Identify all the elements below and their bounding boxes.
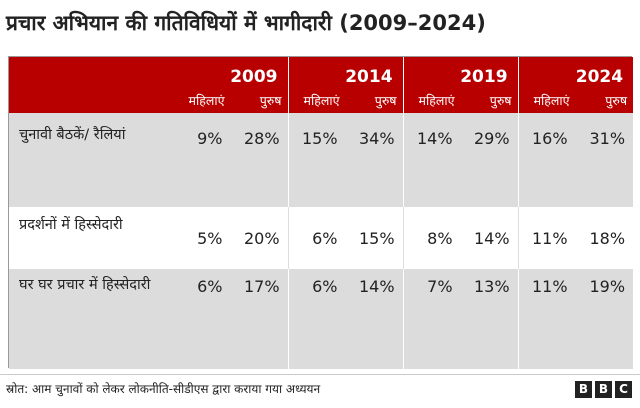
source-note: स्रोत: आम चुनावों को लेकर लोकनीति-सीडीएस…: [6, 382, 321, 396]
gender-header-row: महिलाएं पुरुष महिलाएं पुरुष महिलाएं पुरु…: [9, 87, 634, 113]
table-cell: 14%: [402, 113, 461, 207]
table-cell: 13%: [473, 277, 510, 296]
women-header: महिलाएं: [188, 92, 225, 108]
men-header: पुरुष: [374, 92, 397, 108]
table-cell: 15%: [287, 113, 346, 207]
table-row: प्रदर्शनों में हिस्सेदारी 5% 20% 6% 15% …: [9, 207, 634, 269]
bbc-logo: B B C: [575, 381, 632, 398]
men-header: पुरुष: [489, 92, 512, 108]
women-header: महिलाएं: [517, 87, 576, 113]
logo-letter: B: [595, 381, 612, 398]
table-cell: 8%: [402, 207, 461, 269]
header-empty: [9, 57, 173, 87]
table-cell: 11%: [517, 269, 576, 369]
row-label: घर घर प्रचार में हिस्सेदारी: [19, 277, 151, 293]
page-title: प्रचार अभियान की गतिविधियों में भागीदारी…: [6, 11, 486, 35]
year-header-2009: 2009: [230, 67, 278, 87]
men-header: पुरुष: [605, 92, 628, 108]
table-cell: 6%: [287, 207, 346, 269]
data-table: 2009 2014 2019 2024 महिलाएं पुरुष महिलाए…: [8, 56, 634, 369]
footer-divider: [0, 374, 640, 375]
header-empty-sub: [9, 87, 173, 113]
logo-letter: B: [575, 381, 592, 398]
table-cell: 14%: [473, 228, 510, 248]
table-cell: 14%: [358, 277, 395, 296]
table-cell: 9%: [197, 129, 223, 148]
table-cell: 6%: [197, 277, 223, 296]
year-header-2024: 2024: [517, 57, 634, 87]
table-cell: 15%: [358, 228, 395, 248]
women-header: महिलाएं: [287, 87, 346, 113]
table-cell: 19%: [589, 277, 626, 296]
logo-letter: C: [615, 381, 632, 398]
table-cell: 18%: [589, 228, 626, 248]
table-cell: 17%: [243, 277, 280, 296]
table-cell: 5%: [197, 228, 223, 248]
table-cell: 7%: [402, 269, 461, 369]
table-cell: 11%: [517, 207, 576, 269]
table-cell: 20%: [243, 228, 280, 248]
table-row: घर घर प्रचार में हिस्सेदारी 6% 17% 6% 14…: [9, 269, 634, 369]
table-row: चुनावी बैठकें/ रैलियां 9% 28% 15% 34% 14…: [9, 113, 634, 207]
table-cell: 28%: [243, 129, 280, 148]
row-label: चुनावी बैठकें/ रैलियां: [19, 127, 126, 143]
year-header-2019: 2019: [402, 57, 519, 87]
table-cell: 31%: [589, 129, 626, 148]
table-cell: 16%: [517, 113, 576, 207]
table-cell: 34%: [358, 129, 395, 148]
participation-table: 2009 2014 2019 2024 महिलाएं पुरुष महिलाए…: [9, 57, 634, 369]
table-cell: 6%: [287, 269, 346, 369]
men-header: पुरुष: [259, 92, 282, 108]
table-cell: 29%: [473, 129, 510, 148]
row-label: प्रदर्शनों में हिस्सेदारी: [19, 217, 123, 233]
year-header-2014: 2014: [287, 57, 404, 87]
women-header: महिलाएं: [402, 87, 461, 113]
year-header-row: 2009 2014 2019 2024: [9, 57, 634, 87]
